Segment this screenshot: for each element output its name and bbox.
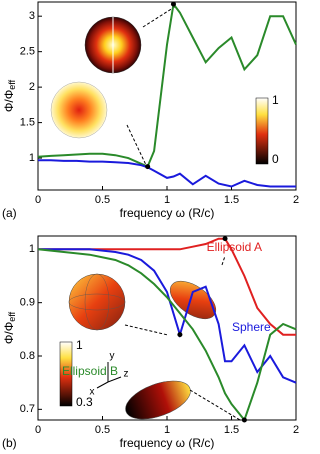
y-tick-label: 1 (29, 243, 35, 255)
y-tick-label: 0.7 (20, 403, 35, 415)
x-axis-label: frequency ω (R/c) (120, 436, 215, 450)
marker-point (241, 417, 247, 423)
y-tick-label: 1 (29, 152, 35, 164)
x-tick-label: 0.5 (95, 194, 110, 206)
y-axis-label: Φ/Φeff (2, 311, 17, 344)
series-name: Ellipsoid B (62, 364, 118, 378)
colorbar-label: 0 (272, 152, 279, 166)
colorbar-label: 1 (76, 338, 83, 352)
series-line (38, 159, 296, 188)
inset-images (50, 5, 269, 166)
marker-point (170, 1, 176, 7)
y-axis-label-sub: eff (7, 311, 17, 321)
y-axis-label: Φ/Φeff (2, 79, 17, 112)
y-tick-label: 0.8 (20, 350, 35, 362)
series-line (37, 248, 297, 423)
x-tick-label: 1.5 (224, 194, 239, 206)
colorbar-label: 1 (272, 93, 279, 107)
series-name: Ellipsoid A (207, 240, 262, 254)
colorbar-label: 0.3 (76, 395, 93, 409)
x-tick-label: 0.5 (95, 424, 110, 436)
y-tick-label: 3 (29, 10, 35, 22)
y-tick-label: 0.9 (20, 297, 35, 309)
series-line (38, 248, 297, 384)
y-tick-label: 1.5 (20, 117, 35, 129)
marker-point (145, 164, 151, 170)
x-tick-label: 2 (293, 194, 299, 206)
x-axis-label: frequency ω (R/c) (120, 206, 215, 220)
y-axis-label-main: Φ/Φ (2, 90, 16, 112)
y-tick-label: 2 (29, 81, 35, 93)
panel-label: (a) (2, 206, 17, 220)
y-axis-label-sub: eff (7, 79, 17, 89)
inset-shapes (59, 255, 241, 421)
x-tick-label: 0 (35, 194, 41, 206)
x-tick-label: 2 (293, 424, 299, 436)
axis-glyph-label: y (110, 351, 115, 362)
x-tick-label: 1 (164, 194, 170, 206)
series-line (37, 1, 297, 168)
marker-point (222, 236, 228, 242)
x-tick-label: 1.5 (224, 424, 239, 436)
axis-glyph-label: x (90, 387, 95, 398)
x-tick-label: 0 (35, 424, 41, 436)
series-line (38, 237, 296, 336)
panel-label: (b) (2, 436, 17, 450)
y-tick-label: 2.5 (20, 46, 35, 58)
marker-point (177, 332, 183, 338)
axis-glyph-label: z (124, 369, 129, 380)
x-tick-label: 1 (164, 424, 170, 436)
series-name: Sphere (232, 320, 271, 334)
y-axis-label-main: Φ/Φ (2, 322, 16, 344)
